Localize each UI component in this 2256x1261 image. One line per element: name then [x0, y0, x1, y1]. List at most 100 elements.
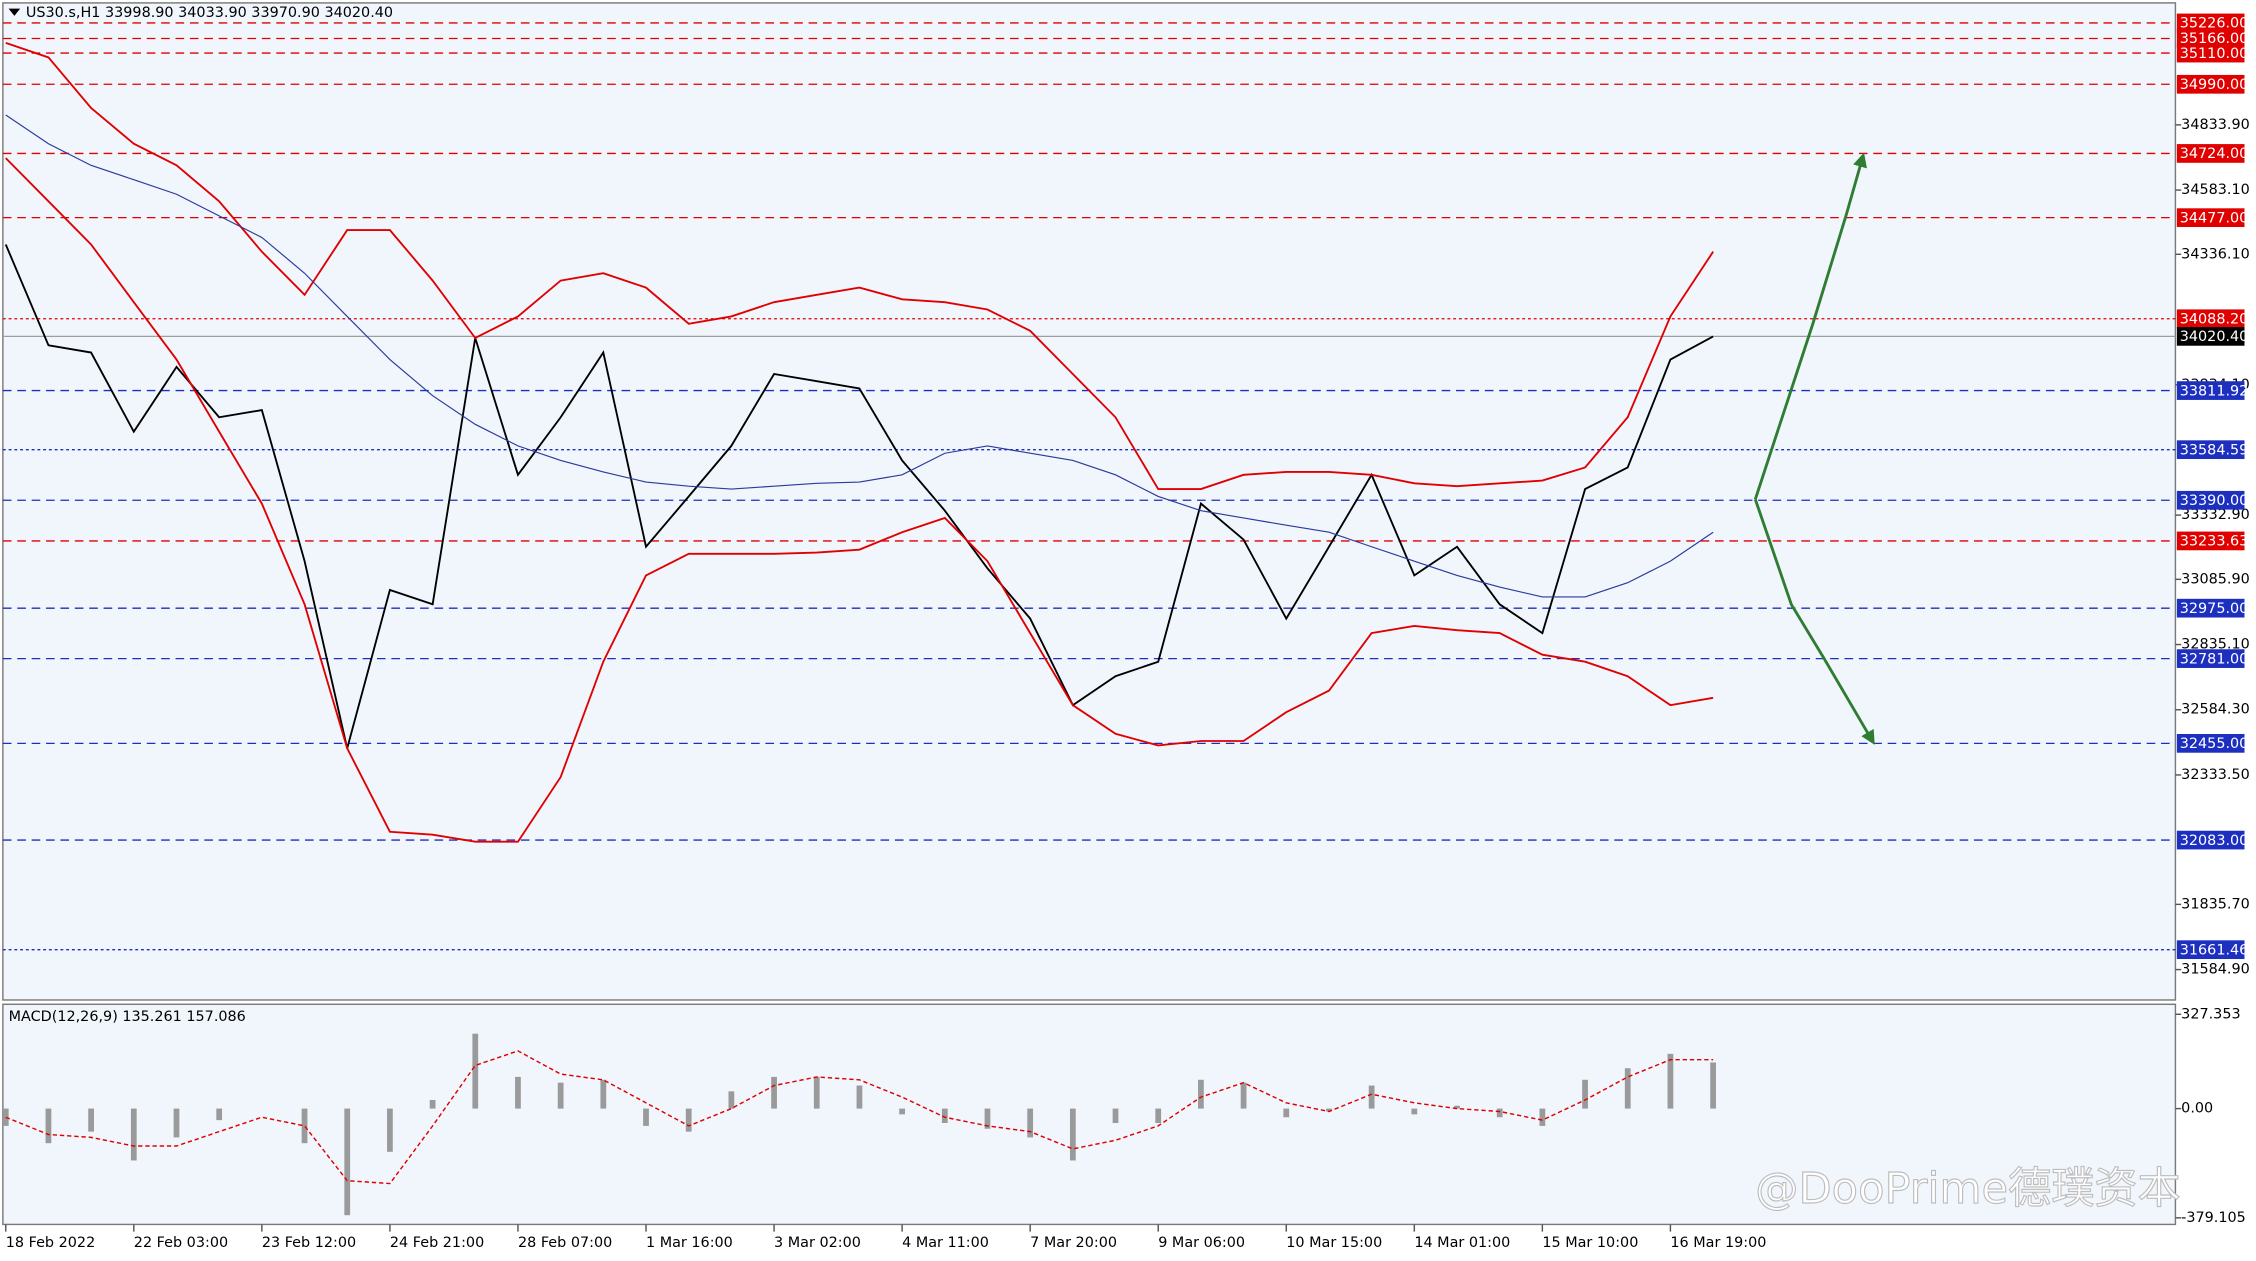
macd-header: MACD(12,26,9) 135.261 157.086: [9, 1009, 246, 1025]
level-label: 35166.00: [2180, 31, 2249, 47]
level-label: 33811.92: [2180, 383, 2249, 399]
x-tick-label: 7 Mar 20:00: [1030, 1235, 1117, 1251]
chart-header: US30.s,H1 33998.90 34033.90 33970.90 340…: [26, 5, 393, 21]
macd-bar: [45, 1108, 52, 1144]
indicator-line: [5, 114, 1714, 598]
macd-bar: [1496, 1108, 1503, 1118]
header-icon: [8, 8, 21, 16]
x-tick-label: 23 Feb 12:00: [262, 1235, 356, 1251]
macd-bar: [515, 1076, 521, 1109]
level-label: 33390.00: [2180, 493, 2249, 509]
macd-bar: [1069, 1108, 1076, 1161]
macd-bar: [728, 1091, 735, 1109]
macd-bar: [1624, 1068, 1631, 1109]
plot: [2, 42, 1716, 1216]
x-tick-label: 22 Feb 03:00: [134, 1235, 228, 1251]
y-tick-label: 34336.10: [2181, 246, 2250, 262]
y-tick-label: 31835.70: [2181, 896, 2250, 912]
level-label: 31661.46: [2180, 942, 2249, 958]
x-tick-label: 16 Mar 19:00: [1670, 1235, 1766, 1251]
axis: 34833.9034583.1034336.1033834.1033332.90…: [5, 13, 2250, 1251]
y-tick-label: 31584.90: [2181, 962, 2250, 978]
macd-bar: [1326, 1108, 1332, 1112]
macd-bar: [1710, 1062, 1716, 1109]
level-label-box: [2176, 29, 2245, 48]
level-label-box: [2176, 13, 2245, 33]
macd-bar: [344, 1108, 351, 1216]
level-label-box: [2176, 531, 2245, 551]
x-tick-label: 28 Feb 07:00: [518, 1235, 612, 1251]
macd-bar: [387, 1108, 393, 1152]
macd-panel: [2, 1003, 2177, 1226]
y-tick-label: 32333.50: [2181, 767, 2250, 783]
level-label: 33584.59: [2180, 442, 2249, 458]
macd-bar: [557, 1082, 564, 1109]
macd-bar: [472, 1033, 479, 1109]
macd-bar: [1454, 1105, 1460, 1109]
macd-bar: [1582, 1079, 1588, 1109]
level-label: 34088.20: [2180, 311, 2249, 327]
level-label: 32975.00: [2180, 601, 2249, 617]
level-label-box: [2176, 74, 2245, 94]
macd-bar: [1539, 1108, 1546, 1126]
x-tick-label: 3 Mar 02:00: [774, 1235, 861, 1251]
macd-bar: [941, 1108, 948, 1124]
level-label: 32781.00: [2180, 651, 2249, 667]
macd-bar: [1155, 1108, 1162, 1124]
watermark: @DooPrime德璞资本: [1755, 1164, 2180, 1214]
macd-bar: [1198, 1079, 1204, 1109]
level-label-box: [2176, 649, 2245, 668]
macd-bar: [130, 1108, 137, 1161]
level-label: 33233.63: [2180, 534, 2249, 550]
level-label: 34020.40: [2180, 329, 2249, 345]
macd-bar: [1240, 1082, 1247, 1109]
macd-bar: [1112, 1108, 1119, 1124]
x-tick-label: 9 Mar 06:00: [1158, 1235, 1245, 1251]
indicator-line: [5, 42, 1714, 491]
x-tick-label: 14 Mar 01:00: [1414, 1235, 1510, 1251]
x-tick-label: 15 Mar 10:00: [1542, 1235, 1638, 1251]
macd-bar: [643, 1108, 649, 1126]
level-label: 32455.00: [2180, 736, 2249, 752]
macd-bar: [1027, 1108, 1034, 1138]
level-label: 35110.00: [2180, 46, 2249, 62]
macd-bar: [1667, 1053, 1674, 1109]
up-arrow: [1753, 152, 1867, 500]
y-tick-label: 0.00: [2181, 1101, 2213, 1117]
level-label-box: [2176, 440, 2245, 460]
y-tick-label: 32835.10: [2181, 637, 2250, 653]
macd-bar: [856, 1085, 863, 1109]
macd-bar: [600, 1079, 607, 1109]
x-tick-label: 4 Mar 11:00: [902, 1235, 989, 1251]
macd-bar: [813, 1076, 820, 1109]
signal-line: [5, 1050, 1714, 1185]
level-label-box: [2176, 734, 2245, 753]
macd-bar: [685, 1108, 692, 1132]
level-label-box: [2176, 490, 2245, 510]
y-tick-label: -379.105: [2181, 1210, 2246, 1226]
macd-bar: [1368, 1085, 1375, 1109]
macd-bar: [216, 1108, 223, 1121]
x-tick-label: 24 Feb 21:00: [390, 1235, 484, 1251]
level-label-box: [2176, 43, 2245, 63]
x-tick-label: 1 Mar 16:00: [646, 1235, 733, 1251]
x-tick-label: 18 Feb 2022: [6, 1235, 95, 1251]
y-tick-label: 34833.90: [2181, 117, 2250, 133]
level-label: 35226.00: [2180, 16, 2249, 32]
projection-arrows: [1753, 152, 1875, 745]
x-tick-label: 10 Mar 15:00: [1286, 1235, 1382, 1251]
y-tick-label: 33085.90: [2181, 571, 2250, 587]
level-label: 32083.00: [2180, 833, 2249, 849]
down-arrow: [1753, 498, 1875, 745]
macd-bar: [771, 1076, 777, 1109]
level-label: 34724.00: [2180, 146, 2249, 162]
macd-bar: [173, 1108, 180, 1138]
macd-bar: [429, 1099, 436, 1109]
level-label: 34477.00: [2180, 210, 2249, 226]
y-tick-label: 34583.10: [2181, 182, 2250, 198]
macd-bar: [301, 1108, 308, 1144]
indicator-line: [5, 157, 1714, 843]
macd-bar: [1411, 1108, 1418, 1115]
level-label-box: [2176, 940, 2245, 960]
